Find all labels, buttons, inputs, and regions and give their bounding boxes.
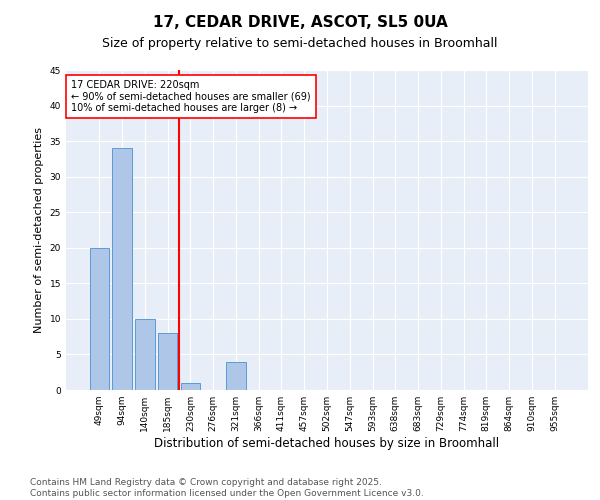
Text: 17, CEDAR DRIVE, ASCOT, SL5 0UA: 17, CEDAR DRIVE, ASCOT, SL5 0UA	[152, 15, 448, 30]
Text: Contains HM Land Registry data © Crown copyright and database right 2025.
Contai: Contains HM Land Registry data © Crown c…	[30, 478, 424, 498]
Bar	[158, 333, 178, 390]
Bar	[226, 362, 245, 390]
Text: 17 CEDAR DRIVE: 220sqm
← 90% of semi-detached houses are smaller (69)
10% of sem: 17 CEDAR DRIVE: 220sqm ← 90% of semi-det…	[71, 80, 311, 113]
Bar	[135, 319, 155, 390]
Bar	[112, 148, 132, 390]
Y-axis label: Number of semi-detached properties: Number of semi-detached properties	[34, 127, 44, 333]
Bar	[181, 383, 200, 390]
Text: Size of property relative to semi-detached houses in Broomhall: Size of property relative to semi-detach…	[102, 38, 498, 51]
X-axis label: Distribution of semi-detached houses by size in Broomhall: Distribution of semi-detached houses by …	[154, 437, 500, 450]
Bar	[90, 248, 109, 390]
